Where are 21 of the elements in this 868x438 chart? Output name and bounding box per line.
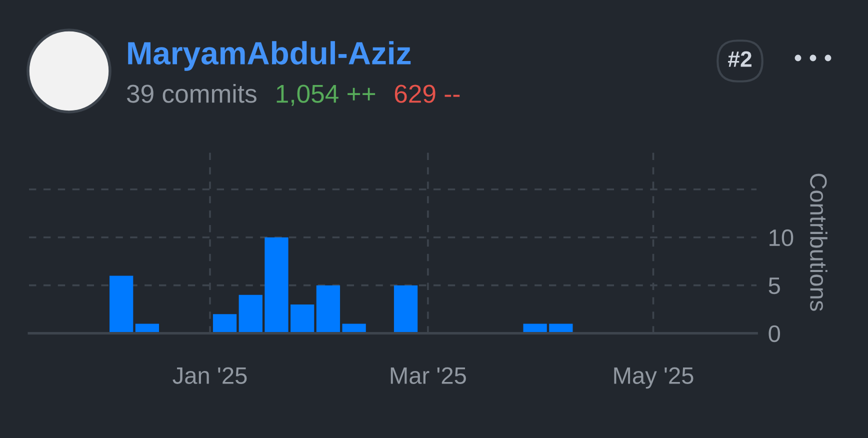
chart-title: MaryamAbdul-Aziz — [128, 41, 411, 71]
y-tick-label: 0 — [768, 325, 780, 342]
text: 1,054 ++ — [276, 84, 376, 106]
y-tick-label: 5 — [768, 278, 780, 294]
y-axis-title: Contributions — [810, 174, 828, 311]
bar — [342, 324, 366, 334]
bar — [394, 285, 418, 334]
text: 629 -- — [394, 84, 460, 103]
bar — [110, 276, 134, 334]
bar — [212, 314, 237, 334]
text: 39 commits — [126, 84, 256, 103]
y-tick-label: 10 — [770, 229, 794, 246]
bar — [238, 294, 262, 334]
text: #2 — [728, 51, 752, 67]
x-tick-label: Mar '25 — [390, 367, 466, 384]
bar — [290, 304, 314, 334]
bar — [264, 237, 288, 334]
x-tick-label: Jan '25 — [172, 367, 247, 384]
x-tick-label: May '25 — [614, 367, 694, 389]
bar — [316, 285, 340, 334]
bar — [523, 324, 547, 334]
